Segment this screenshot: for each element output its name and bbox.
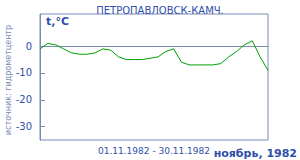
svg-text:-10: -10 bbox=[16, 67, 32, 78]
svg-text:01.11.1982 - 30.11.1982: 01.11.1982 - 30.11.1982 bbox=[98, 146, 210, 156]
svg-text:-20: -20 bbox=[16, 94, 32, 105]
svg-text:-30: -30 bbox=[16, 121, 32, 132]
svg-text:0: 0 bbox=[26, 41, 32, 52]
svg-text:t,°C: t,°C bbox=[46, 15, 69, 28]
svg-text:ноябрь, 1982: ноябрь, 1982 bbox=[214, 147, 297, 160]
svg-text:источник: гидрометцентр: источник: гидрометцентр bbox=[4, 25, 13, 135]
svg-text:ПЕТРОПАВЛОВСК-КАМЧ.: ПЕТРОПАВЛОВСК-КАМЧ. bbox=[96, 5, 224, 16]
